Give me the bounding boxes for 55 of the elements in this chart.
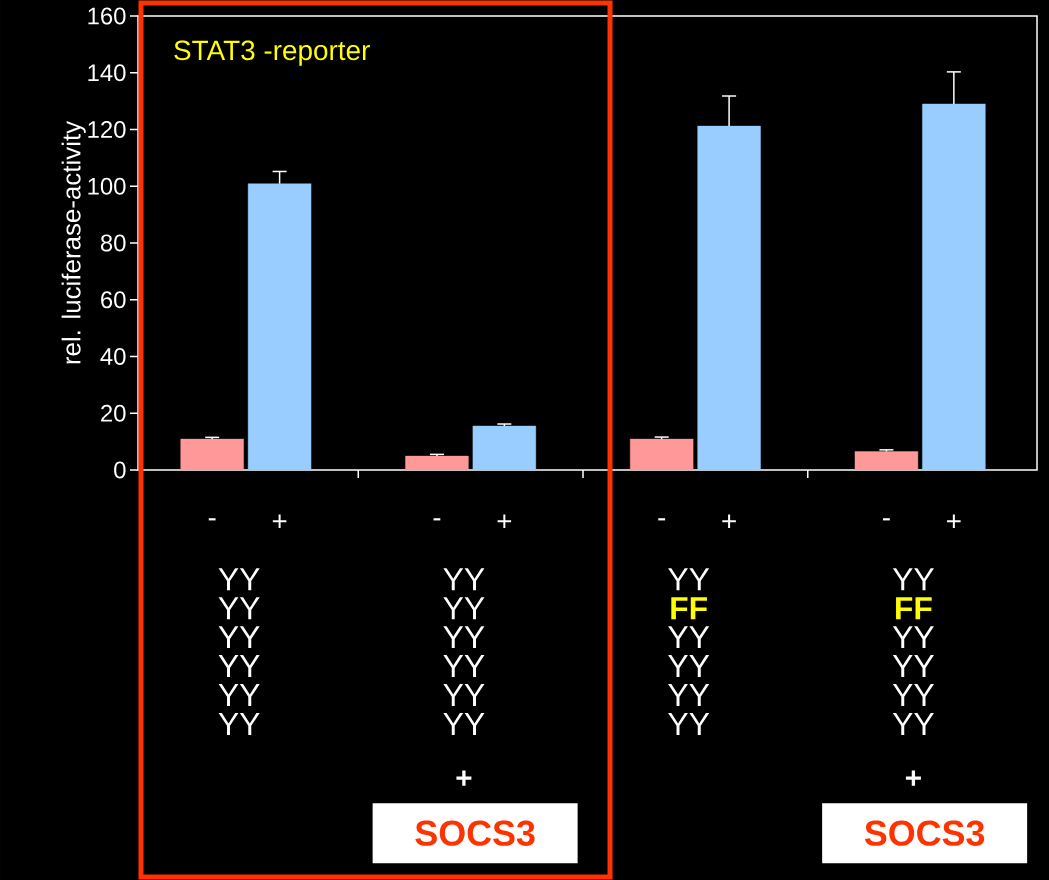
y-tick-label: 40: [100, 348, 126, 365]
text: YY: [668, 626, 710, 649]
text: YY: [218, 684, 260, 706]
y-axis-title: rel. luciferase-activity: [61, 120, 86, 364]
y-tick-label: 100: [88, 177, 126, 195]
text: YY: [443, 568, 485, 591]
y-tick-label: 60: [101, 291, 126, 309]
y-tick-label: 20: [101, 404, 126, 422]
bar: [697, 125, 761, 471]
text: +: [722, 514, 736, 529]
text: YY: [668, 684, 710, 706]
text: +: [905, 770, 921, 786]
series-label: -: [208, 518, 216, 521]
text: FF: [896, 597, 932, 620]
y-tick-label: 0: [114, 461, 126, 479]
bar: [180, 438, 244, 471]
text: STAT3 -reporter: [174, 40, 370, 66]
text: -: [433, 518, 441, 521]
text: YY: [892, 684, 934, 706]
text: YY: [443, 655, 485, 678]
text: YY: [892, 568, 934, 591]
text: FF: [671, 597, 707, 620]
bar: [630, 438, 694, 471]
text: -: [658, 518, 666, 521]
bar: [247, 183, 312, 471]
text: +: [497, 514, 512, 529]
text: YY: [443, 626, 485, 649]
text: -: [883, 518, 890, 521]
text: YY: [443, 684, 485, 706]
text: YY: [218, 712, 260, 735]
y-tick-label: 120: [88, 121, 126, 138]
text: YY: [218, 597, 260, 620]
text: YY: [218, 655, 260, 678]
y-tick-label: 80: [100, 234, 126, 252]
text: +: [456, 770, 472, 786]
series-label: +: [272, 514, 287, 529]
text: YY: [218, 626, 260, 649]
y-tick-label: 140: [88, 64, 126, 82]
text: YY: [443, 597, 485, 620]
text: YY: [443, 712, 485, 735]
y-tick-label: 160: [88, 7, 126, 25]
text: YY: [892, 712, 934, 735]
text: YY: [892, 655, 934, 678]
bar: [472, 425, 537, 471]
bar: [405, 455, 469, 471]
text: YY: [668, 712, 710, 735]
bar: [922, 103, 986, 471]
text: +: [947, 514, 961, 529]
text: YY: [668, 568, 710, 591]
text: YY: [668, 655, 710, 678]
bar: [854, 451, 919, 471]
text: SOCS3: [415, 820, 535, 846]
text: YY: [218, 568, 260, 591]
text: YY: [892, 626, 934, 649]
text: SOCS3: [864, 820, 985, 846]
